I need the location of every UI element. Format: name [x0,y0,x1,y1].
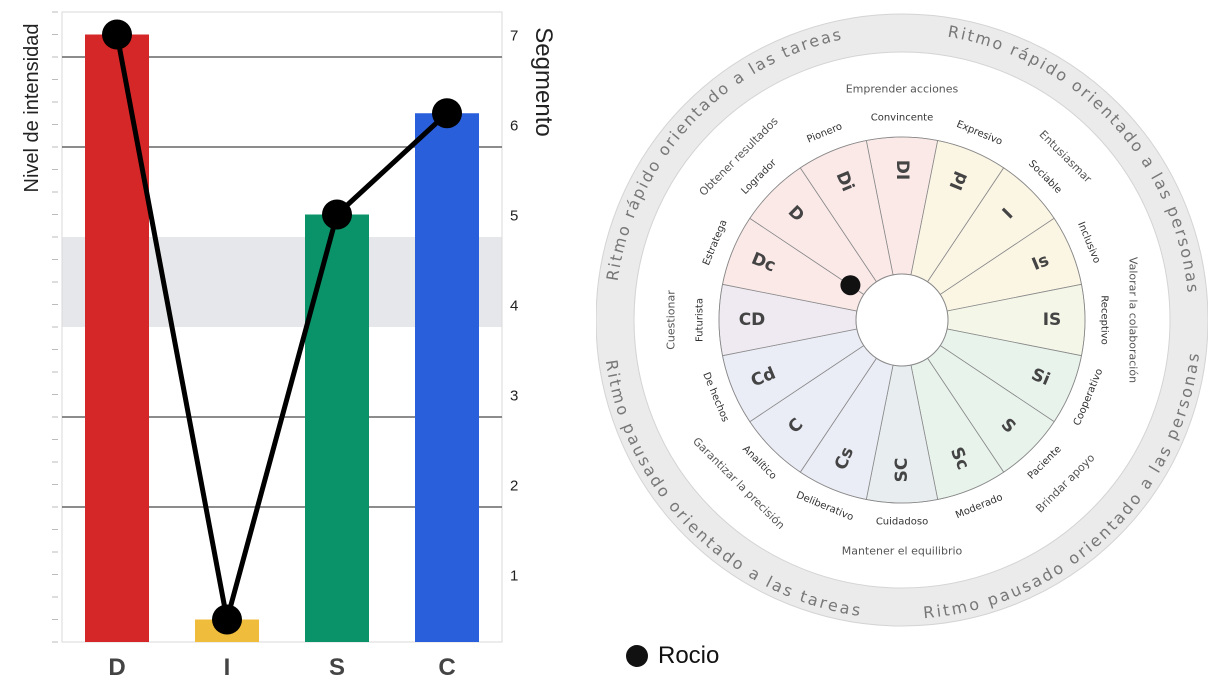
bar-c [415,113,479,642]
x-tick-label-i: I [224,654,231,681]
trait-label: Futurista [695,298,706,342]
y2-tick-label-7: 7 [510,28,518,45]
segment-code-cd: CD [739,310,766,330]
line-point-i [212,604,242,635]
wheel-graphic: DI IdIIsISSiSScSCCsCCdCDDcDDiConvincenteE… [596,13,1208,627]
trait-label: Convincente [871,113,934,124]
bar-d [85,34,149,642]
segment-code-di: DI [892,160,912,180]
x-tick-label-c: C [438,654,455,681]
disc-bar-chart: D I S C 1 2 3 4 5 6 7 Nivel de intensidad Segmento [21,11,557,681]
wheel-segment-border [718,136,1086,504]
theme-label: Valorar la colaboración [1127,257,1140,383]
segment-code-is: Is [1029,250,1052,275]
disc-wheel: DI IdIIsISSiSScSCCsCCdCDDcDDiConvincenteE… [596,13,1208,627]
y2-tick-label-1: 1 [510,568,518,585]
theme-label: Mantener el equilibrio [842,545,963,558]
person-marker [840,275,861,296]
plot-frame [61,11,503,643]
legend-label: Rocio [658,642,720,669]
wheel-center [855,273,949,367]
line-point-c [432,98,462,129]
trait-label: Cuidadoso [876,517,928,528]
y2-tick-label-4: 4 [510,298,518,315]
x-tick-label-s: S [329,654,345,681]
y2-tick-label-5: 5 [510,208,518,225]
x-tick-label-d: D [108,654,125,681]
intensity-line [114,34,449,622]
segment-code-sc: SC [892,458,912,483]
chart-ticks: D I S C 1 2 3 4 5 6 7 [52,11,518,681]
y2-tick-label-2: 2 [510,478,518,495]
y2-tick-label-3: 3 [510,388,518,405]
line-point-s [322,199,352,230]
theme-label: Cuestionar [665,290,678,350]
y-axis-label: Nivel de intensidad [21,24,43,193]
legend-marker-icon [626,645,648,667]
legend: Rocio [626,642,719,670]
line-point-d [102,19,132,50]
y2-axis-label: Segmento [530,27,557,136]
theme-label: Emprender acciones [846,83,959,96]
bar-s [305,214,369,642]
segment-code-is: IS [1043,310,1062,330]
chart-bars [85,34,479,642]
y2-tick-label-6: 6 [510,118,518,135]
chart-line [102,19,462,635]
trait-label: Receptivo [1099,295,1110,344]
